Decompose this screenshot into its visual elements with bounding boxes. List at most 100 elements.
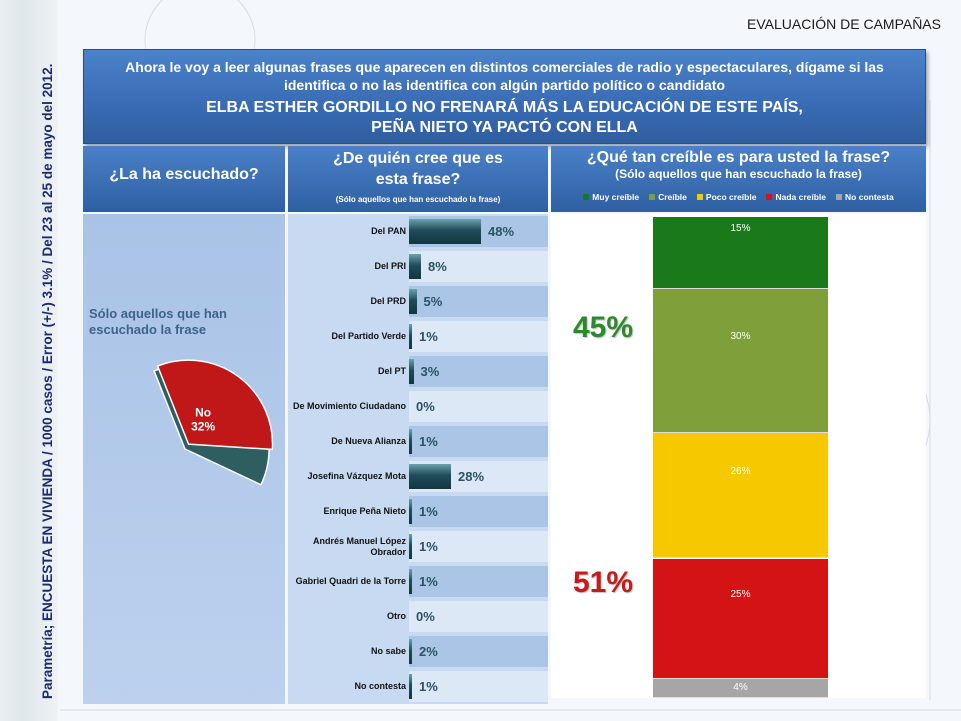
heard-note: Sólo aquellos que han escuchado la frase bbox=[89, 306, 227, 337]
legend-swatch bbox=[583, 194, 590, 200]
bar-row-bg bbox=[409, 251, 548, 282]
legend-label: Creíble bbox=[658, 192, 687, 202]
side-strip bbox=[0, 0, 58, 721]
bar-row-bg bbox=[409, 601, 548, 632]
section-title: EVALUACIÓN DE CAMPAÑAS bbox=[747, 16, 941, 32]
bar-row: Del PT 3% bbox=[288, 356, 548, 387]
bar-row: Otro 0% bbox=[288, 601, 548, 632]
stack-segment: 15% bbox=[653, 217, 828, 290]
legend-item: Creíble bbox=[649, 192, 687, 202]
bar-row: Del PAN 48% bbox=[288, 216, 548, 247]
bar-value-label: 3% bbox=[420, 364, 440, 379]
question-text: Ahora le voy a leer algunas frases que a… bbox=[125, 59, 884, 93]
legend-swatch bbox=[836, 194, 843, 200]
bar-value-label: 1% bbox=[419, 679, 438, 694]
col2-header: ¿De quién cree que es esta frase? (Sólo … bbox=[288, 146, 548, 212]
bar-category-label: No sabe bbox=[370, 646, 406, 656]
bar bbox=[409, 639, 412, 664]
bar-category-label: Josefina Vázquez Mota bbox=[307, 471, 406, 481]
bar-row-bg bbox=[409, 391, 548, 422]
bar bbox=[409, 254, 421, 279]
stack-segment-label: 4% bbox=[733, 682, 748, 694]
credible-total-label: 45% bbox=[573, 311, 634, 344]
col1-header: ¿La ha escuchado? bbox=[83, 146, 285, 212]
bar-category-label: Andrés Manuel López Obrador bbox=[312, 535, 406, 557]
col2-title: ¿De quién cree que es esta frase? bbox=[288, 148, 548, 190]
bar-row-bg bbox=[409, 671, 548, 702]
bar-category-label: Gabriel Quadri de la Torre bbox=[295, 576, 406, 586]
not-credible-total-label: 51% bbox=[573, 566, 634, 599]
col1-title: ¿La ha escuchado? bbox=[109, 166, 259, 183]
bar-row: Del PRD 5% bbox=[288, 286, 548, 317]
bar bbox=[409, 324, 412, 349]
bar-value-label: 48% bbox=[488, 224, 515, 239]
phrase-line-2: PEÑA NIETO YA PACTÓ CON ELLA bbox=[371, 119, 638, 136]
bar bbox=[409, 429, 412, 454]
bar-row-bg bbox=[409, 356, 548, 387]
pie-label-no-value: 32% bbox=[191, 419, 215, 433]
legend-label: Muy creíble bbox=[592, 192, 640, 202]
bar-category-label: Del PRD bbox=[370, 296, 406, 306]
stack-legend: Muy creíble Creíble Poco creíble Nada creíb… bbox=[551, 192, 926, 202]
legend-item: No contesta bbox=[836, 192, 894, 202]
bar-category-label: De Nueva Alianza bbox=[331, 436, 406, 446]
bar-value-label: 1% bbox=[419, 504, 438, 519]
col2-title-line1: ¿De quién cree que es bbox=[333, 150, 503, 167]
bar-value-label: 1% bbox=[419, 329, 438, 344]
bar-row: De Nueva Alianza 1% bbox=[288, 426, 548, 457]
col3-header: ¿Qué tan creíble es para usted la frase?… bbox=[551, 146, 926, 212]
legend-label: Poco creíble bbox=[705, 192, 757, 202]
bar-category-label: Del PRI bbox=[374, 261, 406, 271]
bar-row: No contesta 1% bbox=[288, 671, 548, 702]
question-header: Ahora le voy a leer algunas frases que a… bbox=[83, 49, 926, 144]
bar-row: Del PRI 8% bbox=[288, 251, 548, 282]
col3-subtitle: (Sólo aquellos que han escuchado la fras… bbox=[615, 167, 862, 181]
col2-subtitle: (Sólo aquellos que han escuchado la fras… bbox=[335, 195, 501, 204]
legend-item: Poco creíble bbox=[696, 192, 757, 202]
legend-swatch bbox=[649, 194, 656, 200]
bar-value-label: 8% bbox=[428, 259, 447, 274]
bar-category-label: Del PAN bbox=[371, 226, 406, 236]
stack-segment: 30% bbox=[653, 289, 828, 434]
pie-label-no-name: No bbox=[195, 405, 211, 419]
stack-segment: 25% bbox=[653, 558, 828, 679]
credibility-stacked-chart: 15% 30% 26% 25% 4% bbox=[551, 214, 926, 698]
legend-label: Nada creíble bbox=[775, 192, 827, 202]
bar-category-label: Del PT bbox=[377, 366, 406, 376]
bar-row: Enrique Peña Nieto 1% bbox=[288, 496, 548, 527]
bar-row: Andrés Manuel López Obrador 1% bbox=[288, 531, 548, 562]
bar-row: Gabriel Quadri de la Torre 1% bbox=[288, 566, 548, 597]
legend-label: No contesta bbox=[845, 192, 894, 202]
bar-category-label: De Movimiento Ciudadano bbox=[292, 401, 406, 411]
legend-swatch bbox=[766, 194, 773, 200]
bar-value-label: 5% bbox=[423, 294, 443, 309]
legend-item: Nada creíble bbox=[766, 192, 826, 202]
bar-category-label: Otro bbox=[387, 611, 406, 621]
stack-segment-label: 26% bbox=[730, 465, 751, 477]
bar bbox=[409, 464, 451, 489]
bar-category-label: Enrique Peña Nieto bbox=[323, 506, 406, 516]
col3-title: ¿Qué tan creíble es para usted la frase? bbox=[586, 149, 891, 166]
bar-category-label: No contesta bbox=[354, 681, 406, 691]
bar-value-label: 0% bbox=[416, 399, 435, 414]
bar-value-label: 0% bbox=[416, 609, 435, 624]
stack-segment-label: 30% bbox=[730, 331, 751, 343]
bar-row: No sabe 2% bbox=[288, 636, 548, 667]
bar-row: De Movimiento Ciudadano 0% bbox=[288, 391, 548, 422]
heard-panel: Sólo aquellos que han escuchado la frase… bbox=[83, 214, 339, 704]
phrase-headline: ELBA ESTHER GORDILLO NO FRENARÁ MÁS LA E… bbox=[84, 98, 925, 138]
bar bbox=[409, 289, 417, 314]
bar-row-bg bbox=[409, 321, 548, 352]
bar-row-bg bbox=[409, 496, 548, 527]
bar-value-label: 1% bbox=[419, 574, 438, 589]
bar-row: Josefina Vázquez Mota 28% bbox=[288, 461, 548, 492]
bar-row-bg bbox=[409, 566, 548, 597]
phrase-line-1: ELBA ESTHER GORDILLO NO FRENARÁ MÁS LA E… bbox=[206, 99, 803, 116]
bar-row-bg bbox=[409, 426, 548, 457]
bar-value-label: 28% bbox=[458, 469, 485, 484]
bar bbox=[409, 499, 412, 524]
stack-segment: 26% bbox=[653, 433, 828, 559]
bar-value-label: 1% bbox=[419, 434, 438, 449]
bar bbox=[409, 219, 481, 244]
